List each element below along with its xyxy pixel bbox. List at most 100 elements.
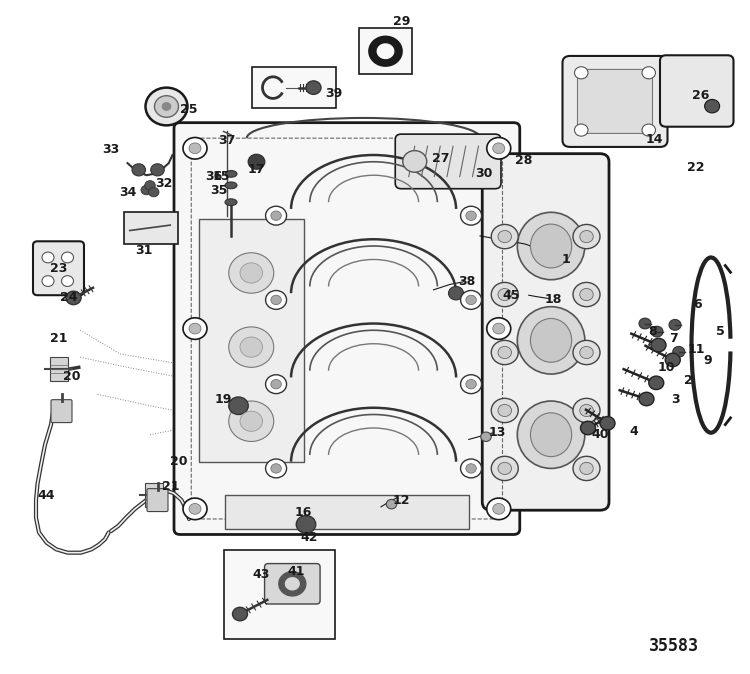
Circle shape [66, 291, 81, 305]
Text: 14: 14 [645, 133, 663, 146]
Text: 24: 24 [60, 291, 78, 305]
Ellipse shape [530, 319, 572, 362]
Circle shape [296, 516, 316, 533]
Circle shape [649, 376, 664, 390]
Bar [225, 495, 469, 529]
Circle shape [491, 340, 518, 365]
Circle shape [271, 295, 281, 305]
Text: 1: 1 [562, 253, 571, 266]
Circle shape [240, 411, 262, 431]
FancyBboxPatch shape [33, 241, 84, 295]
Circle shape [580, 421, 596, 435]
Circle shape [162, 102, 171, 111]
Text: 27: 27 [432, 152, 450, 165]
Text: 33: 33 [102, 143, 120, 156]
Circle shape [460, 375, 482, 394]
Circle shape [141, 185, 152, 195]
Circle shape [705, 99, 720, 113]
Circle shape [491, 224, 518, 249]
Circle shape [266, 459, 286, 478]
Text: 34: 34 [118, 185, 136, 199]
Circle shape [62, 252, 74, 263]
FancyBboxPatch shape [174, 123, 520, 534]
Circle shape [62, 276, 74, 286]
FancyBboxPatch shape [578, 69, 652, 133]
Circle shape [271, 379, 281, 389]
Circle shape [498, 231, 512, 243]
Circle shape [487, 498, 511, 520]
Circle shape [642, 124, 656, 136]
Bar [50, 357, 68, 381]
Circle shape [151, 164, 164, 176]
Text: 4: 4 [629, 425, 638, 438]
FancyBboxPatch shape [395, 134, 501, 189]
Circle shape [403, 151, 427, 172]
Circle shape [498, 462, 512, 474]
Ellipse shape [225, 171, 237, 177]
Text: 20: 20 [62, 369, 80, 383]
Circle shape [42, 252, 54, 263]
Circle shape [573, 398, 600, 423]
Bar [199, 219, 304, 462]
Circle shape [665, 353, 680, 367]
Text: 15: 15 [212, 170, 230, 183]
Circle shape [673, 346, 685, 357]
Text: 3: 3 [670, 392, 680, 406]
Ellipse shape [530, 412, 572, 457]
Text: 29: 29 [392, 15, 410, 28]
Text: 28: 28 [514, 154, 532, 167]
Circle shape [573, 282, 600, 307]
Circle shape [189, 503, 201, 514]
Text: 36: 36 [205, 170, 222, 183]
Text: 2: 2 [684, 374, 693, 388]
Circle shape [491, 398, 518, 423]
Text: 6: 6 [693, 298, 702, 311]
Circle shape [642, 67, 656, 79]
Text: 23: 23 [50, 262, 68, 275]
Circle shape [229, 401, 274, 441]
Circle shape [491, 456, 518, 481]
Text: 43: 43 [252, 568, 270, 581]
Circle shape [669, 319, 681, 330]
Text: 5: 5 [716, 325, 724, 338]
Text: 26: 26 [692, 89, 709, 102]
Circle shape [460, 290, 482, 309]
Circle shape [491, 282, 518, 307]
Ellipse shape [518, 307, 585, 374]
Circle shape [306, 81, 321, 94]
Circle shape [145, 181, 155, 190]
Text: 35: 35 [210, 183, 228, 197]
Circle shape [189, 323, 201, 334]
Ellipse shape [518, 401, 585, 468]
Circle shape [580, 404, 593, 417]
Text: 11: 11 [687, 342, 705, 356]
Circle shape [183, 137, 207, 159]
FancyBboxPatch shape [265, 563, 320, 604]
Text: 21: 21 [162, 480, 180, 493]
Circle shape [229, 397, 248, 415]
FancyBboxPatch shape [660, 55, 734, 127]
Circle shape [132, 164, 146, 176]
Circle shape [651, 326, 663, 337]
Text: 30: 30 [475, 167, 493, 181]
Circle shape [498, 346, 512, 359]
Ellipse shape [225, 182, 237, 189]
Circle shape [600, 417, 615, 430]
Text: 13: 13 [488, 426, 506, 439]
Text: 45: 45 [503, 288, 520, 302]
Text: 41: 41 [287, 565, 305, 578]
Text: 12: 12 [392, 493, 410, 507]
Circle shape [487, 137, 511, 159]
Circle shape [229, 327, 274, 367]
Circle shape [248, 154, 265, 169]
Text: 22: 22 [687, 160, 705, 174]
Text: 21: 21 [50, 332, 68, 345]
Circle shape [240, 337, 262, 357]
Text: 10: 10 [657, 361, 675, 374]
Text: 44: 44 [38, 489, 56, 502]
Bar [145, 483, 163, 507]
Circle shape [573, 340, 600, 365]
Circle shape [466, 295, 476, 305]
Text: 20: 20 [170, 454, 188, 468]
Circle shape [574, 124, 588, 136]
